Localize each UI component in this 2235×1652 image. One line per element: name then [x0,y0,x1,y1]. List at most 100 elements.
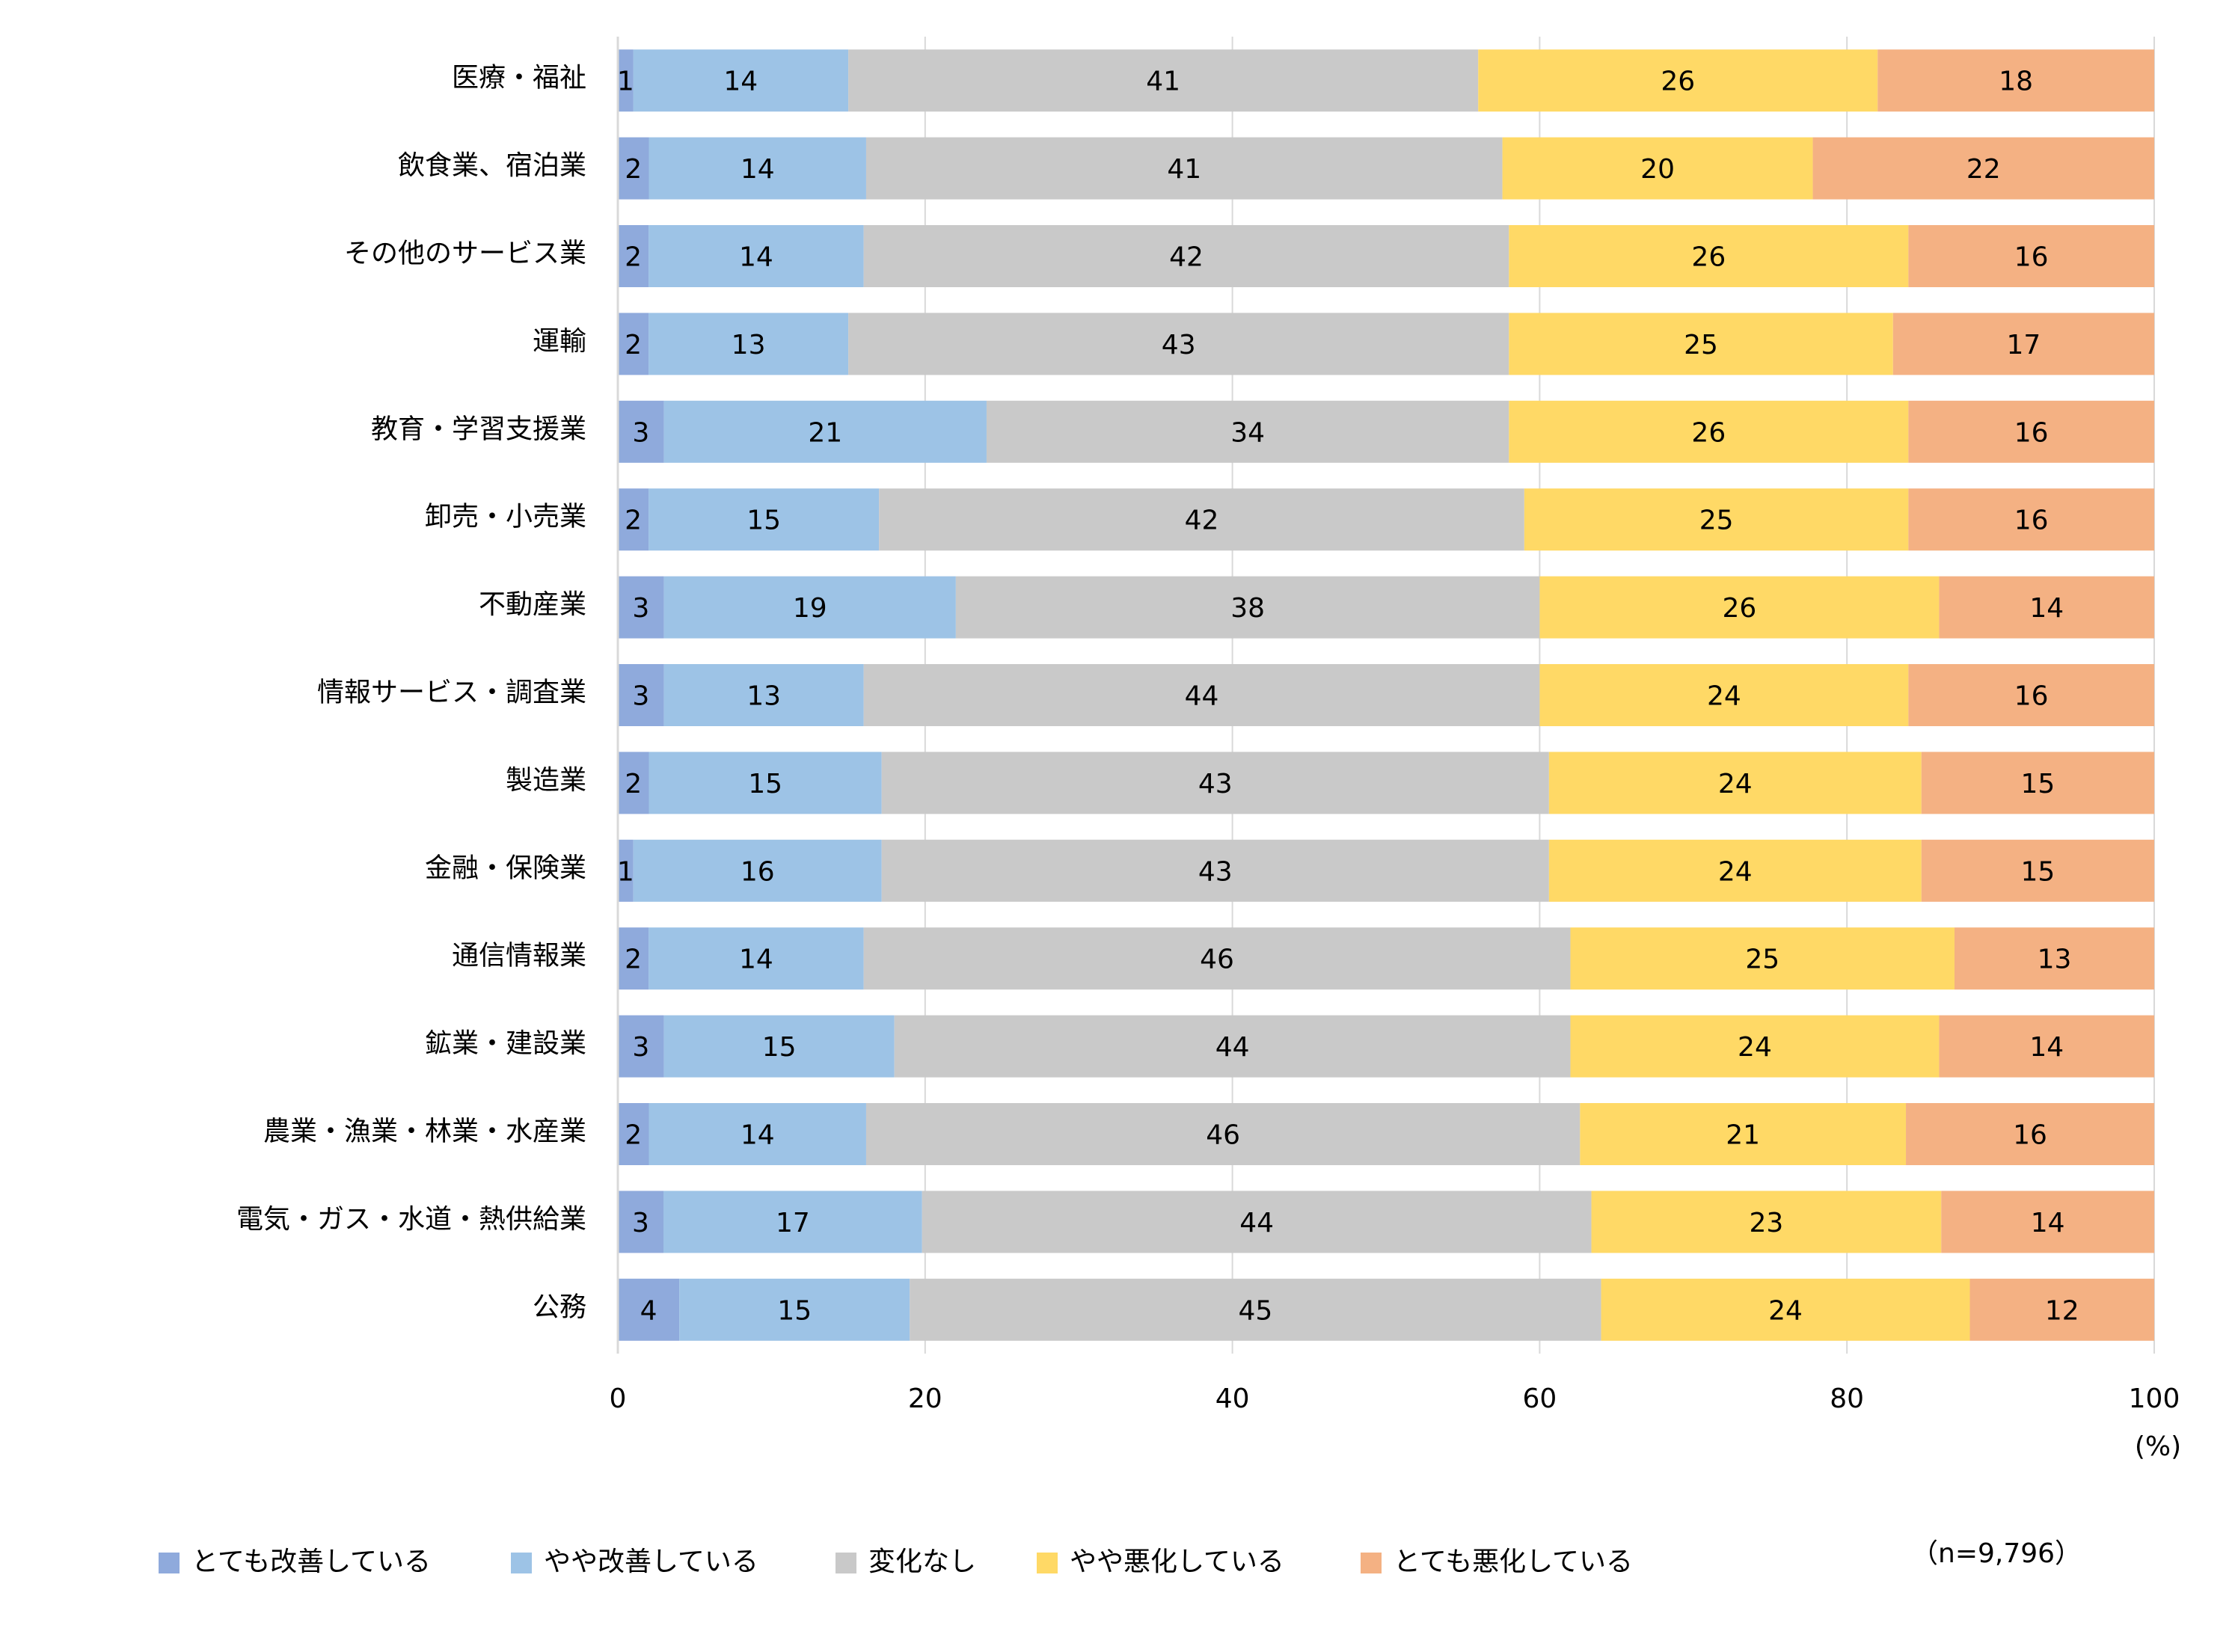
x-axis-ticks: 0 20 40 60 80 100 [610,1384,2180,1414]
bar-segment [1509,225,1909,287]
bar-segment [863,664,1540,726]
bar-segment [922,1191,1592,1253]
bar-segment [633,49,849,112]
bar-row: 2 14 41 20 22 [618,137,2154,200]
category-label: 情報サービス・調査業 [317,678,586,708]
data-label: 24 [1718,856,1753,887]
data-label: 15 [762,1032,797,1063]
bar-segment [1969,1278,2154,1341]
tick-label: 60 [1522,1384,1557,1414]
bar-segment [879,488,1524,551]
bar-row: 1 14 41 26 18 [617,49,2154,112]
bar-segment [649,225,864,287]
data-label: 3 [632,1208,649,1238]
bar-segment [1601,1278,1970,1341]
bar-segment [649,1103,866,1165]
data-label: 2 [625,1120,642,1151]
bar-segment [663,1015,895,1078]
data-label: 14 [739,945,773,975]
data-label: 14 [739,242,773,273]
bar-segment [649,927,864,990]
data-label: 18 [1999,67,2033,97]
data-label: 43 [1162,330,1196,360]
data-label: 16 [2014,417,2049,448]
category-label: 公務 [533,1292,586,1322]
data-label: 41 [1146,67,1180,97]
data-label: 15 [2020,769,2055,799]
bar-segment [1548,839,1922,902]
data-label: 25 [1699,506,1734,536]
data-label: 2 [625,769,642,799]
legend-swatch [836,1553,856,1573]
category-label: 金融・保険業 [425,853,586,883]
legend-item: とても悪化している [1361,1541,1633,1578]
bar-segment [618,137,649,200]
data-label: 13 [746,681,781,712]
tick-label: 0 [610,1384,627,1414]
bar-segment [1921,839,2154,902]
data-label: 15 [2020,856,2055,887]
bar-segment [1908,400,2154,463]
data-label: 20 [1640,154,1675,185]
bar-segment [618,488,649,551]
bar-row: 4 15 45 24 12 [618,1278,2154,1341]
data-label: 15 [748,769,782,799]
bar-segment [618,313,649,375]
bar-segment [1539,576,1940,639]
category-label: 飲食業、宿泊業 [398,150,586,181]
bar-segment [1502,137,1813,200]
data-label: 16 [741,856,775,887]
bar-row: 2 15 42 25 16 [618,488,2154,551]
legend-label: やや悪化している [1070,1547,1284,1577]
category-label: 教育・学習支援業 [371,414,586,444]
data-label: 3 [632,593,649,624]
data-label: 41 [1167,154,1201,185]
bar-segment [865,137,1503,200]
bar-segment [618,839,634,902]
category-label: 不動産業 [479,589,586,620]
legend-item: やや悪化している [1037,1541,1284,1578]
legend: とても改善している やや改善している 変化なし やや悪化している とても悪化している [0,1541,2235,1578]
data-label: 26 [1691,417,1726,448]
legend-swatch [1037,1553,1058,1573]
bar-segment [1509,313,1893,375]
bar-segment [955,576,1540,639]
data-label: 46 [1206,1120,1240,1151]
data-label: 24 [1768,1295,1803,1326]
data-label: 26 [1723,593,1757,624]
bar-segment [663,1191,922,1253]
data-label: 15 [746,506,781,536]
data-label: 42 [1169,242,1204,273]
category-label: 製造業 [506,765,586,796]
legend-label: とても悪化している [1394,1547,1634,1577]
category-label: 電気・ガス・水道・熱供給業 [236,1204,586,1235]
data-label: 14 [741,154,775,185]
data-label: 14 [741,1120,775,1151]
tick-label: 40 [1215,1384,1250,1414]
bar-segment [863,927,1571,990]
bar-segment [848,313,1509,375]
data-label: 25 [1684,330,1718,360]
data-label: 24 [1738,1032,1772,1063]
bar-segment [663,576,956,639]
data-label: 13 [732,330,766,360]
data-label: 17 [776,1208,810,1238]
bar-segment [618,49,634,112]
data-label: 1 [617,856,634,887]
bar-segment [649,752,882,814]
bar-segment [1570,927,1955,990]
bar-segment [618,400,664,463]
tick-label: 100 [2129,1384,2180,1414]
bar-segment [1509,400,1909,463]
data-label: 17 [2007,330,2041,360]
bar-segment [848,49,1479,112]
bar-segment [618,752,649,814]
data-label: 44 [1239,1208,1274,1238]
bar-segment [1939,576,2154,639]
category-label: 鉱業・建設業 [425,1028,586,1059]
bar-row: 3 17 44 23 14 [618,1191,2154,1253]
bar-segment [663,664,864,726]
category-label: 卸売・小売業 [425,502,586,532]
bar-segment [1524,488,1909,551]
bar-segment [1954,927,2154,990]
